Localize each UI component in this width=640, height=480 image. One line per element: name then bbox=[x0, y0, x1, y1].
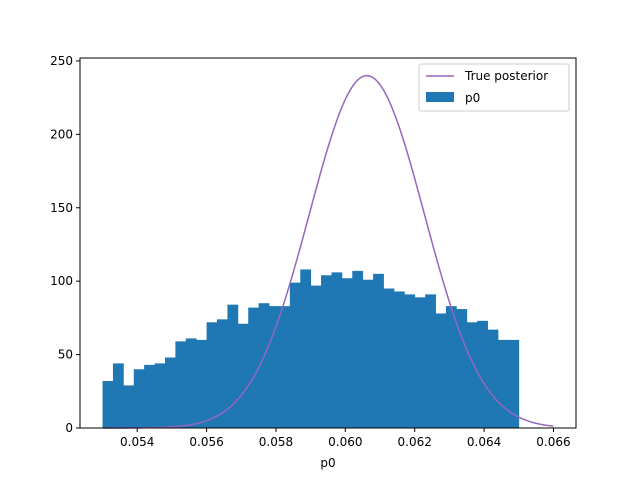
histogram-bar bbox=[103, 381, 114, 428]
histogram-bar bbox=[248, 308, 259, 428]
legend-label-p0: p0 bbox=[465, 91, 480, 105]
histogram-bar bbox=[394, 291, 405, 428]
histogram-bar bbox=[269, 306, 280, 428]
y-tick-label: 250 bbox=[50, 54, 73, 68]
y-tick-label: 0 bbox=[65, 421, 73, 435]
histogram-bar bbox=[217, 319, 228, 428]
histogram-bar bbox=[207, 322, 218, 428]
histogram-bar bbox=[290, 283, 301, 428]
histogram-bar bbox=[415, 297, 426, 428]
histogram-bar bbox=[488, 330, 499, 428]
x-tick-label: 0.060 bbox=[328, 435, 362, 449]
histogram-bar bbox=[123, 385, 134, 428]
histogram-bar bbox=[196, 340, 207, 428]
legend-label-true-posterior: True posterior bbox=[464, 69, 548, 83]
histogram-bar bbox=[144, 365, 155, 428]
histogram-bar bbox=[373, 274, 384, 428]
x-tick-label: 0.058 bbox=[259, 435, 293, 449]
legend-swatch-p0 bbox=[426, 92, 454, 102]
y-tick-label: 100 bbox=[50, 274, 73, 288]
histogram-bar bbox=[113, 363, 124, 428]
histogram-bar bbox=[175, 341, 186, 428]
histogram-bar bbox=[342, 278, 353, 428]
histogram-bar bbox=[363, 280, 374, 428]
histogram-bar bbox=[467, 322, 478, 428]
y-tick-label: 150 bbox=[50, 201, 73, 215]
histogram-bar bbox=[321, 275, 332, 428]
histogram-bar bbox=[446, 306, 457, 428]
x-tick-label: 0.064 bbox=[467, 435, 501, 449]
x-tick-label: 0.062 bbox=[398, 435, 432, 449]
histogram-bar bbox=[311, 286, 322, 428]
histogram-bar bbox=[186, 338, 197, 428]
histogram-bar bbox=[331, 272, 342, 428]
x-tick-label: 0.054 bbox=[120, 435, 154, 449]
histogram-bar bbox=[155, 363, 166, 428]
histogram-bar bbox=[384, 289, 395, 428]
histogram-bar bbox=[300, 269, 311, 428]
x-tick-label: 0.066 bbox=[536, 435, 570, 449]
y-tick-label: 50 bbox=[58, 348, 73, 362]
y-tick-label: 200 bbox=[50, 127, 73, 141]
histogram-bar bbox=[134, 369, 145, 428]
legend: True posterior p0 bbox=[419, 64, 569, 111]
histogram-bar bbox=[404, 294, 415, 428]
histogram-bar bbox=[425, 294, 436, 428]
x-axis-label: p0 bbox=[320, 456, 335, 470]
histogram-bar bbox=[227, 305, 238, 428]
histogram-bar bbox=[498, 340, 509, 428]
histogram-bar bbox=[279, 306, 290, 428]
histogram-bar bbox=[436, 313, 447, 428]
histogram-bar bbox=[165, 358, 176, 428]
x-tick-label: 0.056 bbox=[189, 435, 223, 449]
histogram-bar bbox=[352, 271, 363, 428]
histogram-bar bbox=[238, 324, 249, 428]
